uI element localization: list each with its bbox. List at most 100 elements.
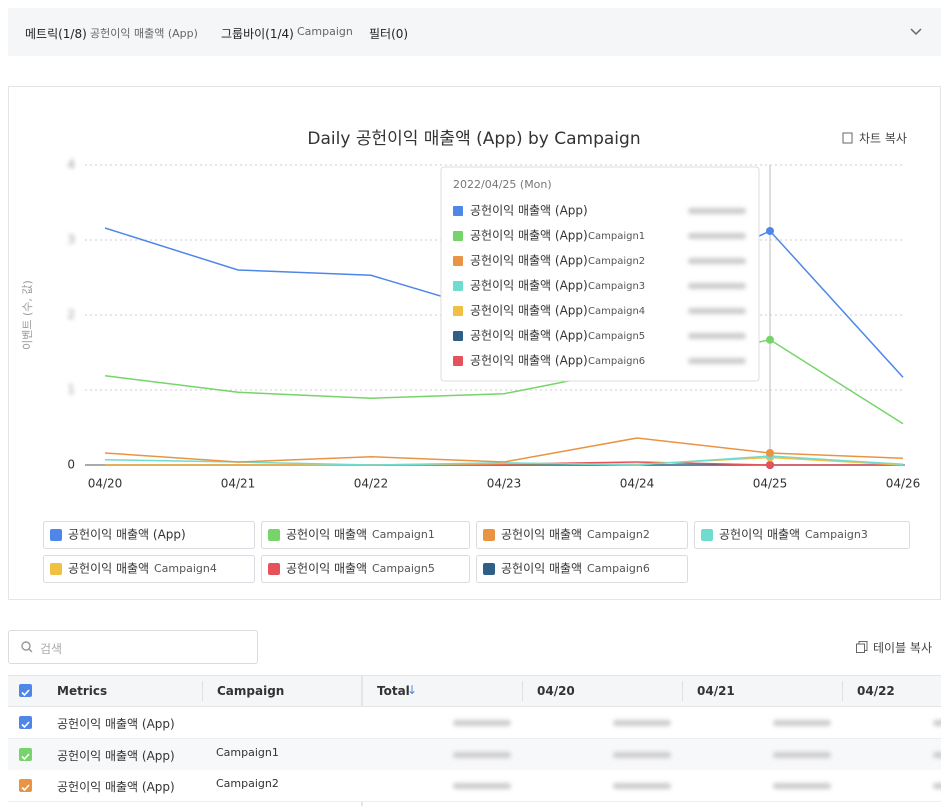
blurred-cell bbox=[773, 751, 831, 758]
blurred-cell bbox=[613, 751, 671, 758]
column-header: 04/20 bbox=[537, 684, 575, 698]
legend-metric: 공헌이익 매출액 bbox=[286, 562, 367, 576]
search-placeholder: 검색 bbox=[40, 642, 63, 656]
blurred-cell bbox=[453, 783, 511, 789]
legend-item bbox=[476, 521, 688, 549]
x-tick-label: 04/21 bbox=[221, 477, 256, 491]
checkbox[interactable] bbox=[19, 747, 32, 761]
table: Metrics Campaign Total 04/20 04/21 04/22 ↓ 공헌이익… bbox=[8, 675, 941, 806]
legend-metric: 공헌이익 매출액 bbox=[68, 562, 149, 576]
search-box[interactable]: 검색 bbox=[8, 630, 258, 664]
legend-metric: 공헌이익 매출액 bbox=[501, 562, 582, 576]
blurred-cell bbox=[933, 751, 941, 758]
tooltip-metric: 공헌이익 매출액 (App) bbox=[470, 354, 588, 368]
metric-label: 메트릭(1/8) bbox=[25, 27, 87, 41]
legend-item bbox=[476, 555, 688, 583]
y-tick-label: 2 bbox=[67, 308, 75, 322]
x-tick-label: 04/20 bbox=[88, 477, 123, 491]
tooltip-campaign: Campaign5 bbox=[588, 331, 645, 342]
tooltip-campaign: Campaign2 bbox=[588, 256, 645, 267]
hover-dot bbox=[766, 461, 774, 469]
legend-swatch bbox=[268, 529, 280, 541]
blurred-cell bbox=[933, 720, 941, 726]
x-tick-label: 04/23 bbox=[487, 477, 522, 491]
x-tick-label: 04/26 bbox=[886, 477, 921, 491]
y-axis-label: 이벤트 (수, 값) bbox=[21, 280, 34, 350]
chart: Daily 공헌이익 매출액 (App) by Campaign 차트 복사 이… bbox=[21, 129, 921, 583]
legend-label: Campaign6 bbox=[587, 562, 650, 575]
tooltip-value bbox=[688, 283, 746, 289]
tooltip-campaign: Campaign3 bbox=[588, 281, 645, 292]
tooltip-value bbox=[688, 208, 746, 214]
legend-item bbox=[43, 521, 255, 549]
copy-chart[interactable]: 차트 복사 bbox=[859, 132, 907, 146]
legend-label: Campaign4 bbox=[154, 562, 217, 575]
tooltip-campaign: Campaign4 bbox=[588, 306, 645, 317]
tooltip-swatch bbox=[453, 206, 463, 216]
legend-label: 공헌이익 매출액 (App) bbox=[68, 528, 186, 542]
x-tick-label: 04/25 bbox=[753, 477, 788, 491]
tooltip-swatch bbox=[453, 256, 463, 266]
column-header: 04/21 bbox=[697, 684, 735, 698]
x-tick-label: 04/22 bbox=[354, 477, 389, 491]
x-tick-label: 04/24 bbox=[620, 477, 655, 491]
checkbox[interactable] bbox=[19, 716, 32, 729]
tooltip-metric: 공헌이익 매출액 (App) bbox=[470, 204, 588, 218]
copy-icon bbox=[842, 132, 853, 144]
blurred-cell bbox=[613, 720, 671, 726]
y-tick-label: 4 bbox=[67, 158, 75, 172]
sort-arrow: ↓ bbox=[407, 683, 418, 697]
checkbox[interactable] bbox=[19, 779, 32, 792]
tooltip-metric: 공헌이익 매출액 (App) bbox=[470, 229, 588, 243]
legend-metric: 공헌이익 매출액 bbox=[286, 528, 367, 542]
tooltip-swatch bbox=[453, 281, 463, 291]
chevron bbox=[910, 28, 922, 36]
check bbox=[21, 784, 30, 792]
tooltip-value bbox=[688, 308, 746, 314]
hover-dot bbox=[766, 227, 774, 235]
column-header: Metrics bbox=[57, 684, 108, 698]
tooltip-value bbox=[688, 258, 746, 264]
row-metric: 공헌이익 매출액 (App) bbox=[57, 717, 175, 731]
tooltip-swatch bbox=[453, 331, 463, 341]
legend-metric: 공헌이익 매출액 bbox=[719, 528, 800, 542]
tooltip-value bbox=[688, 333, 746, 339]
blurred-cell bbox=[453, 720, 511, 726]
metric-value: 공헌이익 매출액 (App) bbox=[90, 27, 198, 40]
blurred-cell bbox=[933, 783, 941, 789]
legend-item bbox=[261, 521, 470, 549]
row-campaign: Campaign2 bbox=[216, 777, 279, 790]
tooltip-metric: 공헌이익 매출액 (App) bbox=[470, 304, 588, 318]
row-metric: 공헌이익 매출액 (App) bbox=[57, 780, 175, 794]
legend-swatch bbox=[701, 529, 713, 541]
tooltip-value bbox=[688, 358, 746, 364]
chart-title: Daily 공헌이익 매출액 (App) by Campaign bbox=[307, 129, 640, 149]
blurred-cell bbox=[613, 783, 671, 789]
search-icon bbox=[21, 641, 33, 653]
tooltip-box bbox=[440, 166, 760, 382]
tooltip-date: 2022/04/25 (Mon) bbox=[453, 178, 552, 191]
legend-item bbox=[261, 555, 470, 583]
groupby-label: 그룹바이(1/4) bbox=[221, 27, 294, 41]
chart-panel bbox=[8, 86, 941, 600]
toolbar[interactable]: 메트릭(1/8) 공헌이익 매출액 (App) 그룹바이(1/4) Campai… bbox=[8, 8, 941, 56]
filter-label: 필터(0) bbox=[369, 27, 409, 41]
column-divider bbox=[202, 681, 203, 701]
legend-swatch bbox=[50, 529, 62, 541]
column-header: 04/22 bbox=[857, 684, 895, 698]
column-divider bbox=[522, 681, 523, 701]
column-header: Total bbox=[377, 684, 410, 698]
checkbox[interactable] bbox=[19, 684, 32, 697]
legend-swatch bbox=[50, 563, 62, 575]
copy-table[interactable]: 테이블 복사 bbox=[873, 641, 933, 655]
blurred-cell bbox=[453, 751, 511, 758]
hover-dot bbox=[766, 335, 774, 344]
y-tick-label: 3 bbox=[67, 233, 75, 247]
tooltip-metric: 공헌이익 매출액 (App) bbox=[470, 329, 588, 343]
y-tick-label: 1 bbox=[67, 383, 75, 397]
tooltip-metric: 공헌이익 매출액 (App) bbox=[470, 279, 588, 293]
column-divider bbox=[842, 681, 843, 701]
legend-label: Campaign1 bbox=[372, 528, 435, 541]
legend-item bbox=[43, 555, 255, 583]
